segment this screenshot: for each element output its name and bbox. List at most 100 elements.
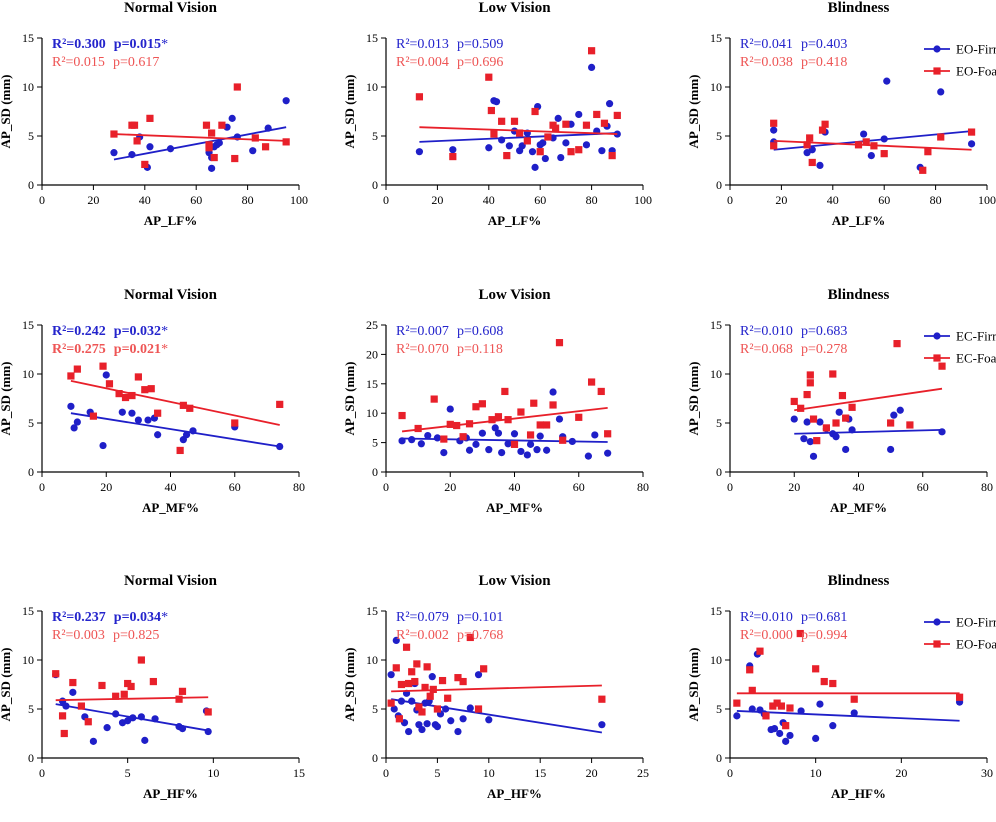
data-point: [803, 418, 811, 426]
data-point: [554, 114, 562, 122]
data-point: [490, 130, 498, 138]
data-point: [127, 682, 135, 691]
legend-label: EO-Foam: [956, 64, 996, 79]
x-tick-label: 10: [483, 766, 495, 780]
x-axis-label: AP_MF%: [142, 500, 199, 515]
data-point: [539, 139, 547, 147]
legend-entry: EC-Foam: [924, 351, 996, 366]
y-axis-label: AP_SD (mm): [342, 361, 357, 435]
data-point: [276, 400, 284, 408]
y-tick-label: 5: [716, 129, 722, 143]
x-tick-label: 80: [981, 480, 993, 494]
data-point: [433, 723, 441, 731]
x-axis-label: AP_HF%: [487, 786, 542, 801]
data-point: [790, 415, 798, 423]
data-point: [449, 146, 457, 154]
y-tick-label: 10: [22, 653, 34, 667]
data-point: [544, 133, 552, 141]
data-point: [604, 449, 612, 457]
data-point: [967, 128, 976, 136]
data-point: [838, 391, 847, 400]
data-point: [773, 699, 781, 707]
data-point: [146, 114, 154, 122]
data-point: [523, 451, 531, 459]
data-point: [112, 710, 120, 718]
data-point: [924, 148, 932, 156]
data-point: [130, 121, 139, 129]
data-point: [494, 413, 503, 421]
stat-annotation: R²=0.013 p=0.509: [396, 37, 503, 52]
data-point: [423, 663, 431, 671]
data-point: [70, 424, 78, 432]
data-point: [516, 129, 524, 137]
data-point: [498, 136, 506, 144]
data-point: [523, 137, 531, 145]
data-point: [860, 130, 868, 138]
data-point: [429, 685, 437, 693]
x-tick-label: 0: [727, 766, 733, 780]
data-point: [205, 141, 213, 149]
data-point: [141, 386, 149, 394]
data-point: [446, 405, 454, 413]
x-tick-label: 15: [534, 766, 546, 780]
data-point: [186, 404, 194, 412]
data-point: [231, 419, 239, 427]
data-point: [69, 688, 77, 696]
chart-panel: Blindness 0 10 20 30 0 5 10 15 AP_HF% AP_SD (mm) R²…: [686, 573, 996, 801]
data-point: [748, 705, 756, 713]
x-tick-label: 80: [637, 480, 649, 494]
x-tick-label: 40: [853, 480, 865, 494]
x-tick-label: 60: [917, 480, 929, 494]
data-point: [454, 727, 462, 736]
data-point: [208, 164, 216, 172]
data-point: [806, 134, 814, 142]
data-point: [498, 117, 506, 125]
data-point: [854, 141, 863, 149]
chart-panel: Blindness 0 20 40 60 80 100 0 5 10 15 AP_LF% AP_SD (…: [686, 0, 996, 228]
regression-line: [70, 412, 280, 448]
chart-title: Blindness: [828, 573, 890, 589]
series-eo-firm: [415, 63, 621, 171]
data-point: [67, 372, 75, 380]
data-point: [797, 404, 805, 412]
y-tick-label: 10: [710, 367, 722, 381]
stat-annotation: R²=0.079 p=0.101: [396, 610, 503, 625]
data-point: [770, 142, 778, 150]
data-point: [134, 373, 142, 381]
data-point: [418, 725, 426, 734]
data-point: [808, 158, 816, 167]
data-point: [796, 629, 804, 638]
data-point: [261, 143, 270, 151]
data-point: [84, 718, 92, 726]
data-point: [790, 397, 798, 406]
data-point: [204, 727, 212, 736]
data-point: [806, 371, 814, 379]
x-tick-label: 0: [383, 193, 389, 207]
y-tick-label: 10: [22, 367, 34, 381]
x-tick-label: 5: [434, 766, 440, 780]
data-point: [588, 63, 596, 71]
y-axis-label: AP_SD (mm): [0, 361, 13, 435]
x-tick-label: 10: [207, 766, 219, 780]
data-point: [478, 429, 486, 437]
data-point: [390, 705, 398, 713]
data-point: [505, 142, 513, 150]
series-eo-foam: [733, 629, 964, 730]
data-point: [58, 712, 67, 720]
series-ec-firm: [398, 388, 612, 460]
y-axis-label: AP_SD (mm): [0, 74, 13, 148]
data-point: [536, 421, 544, 429]
data-point: [465, 446, 474, 454]
data-point: [466, 633, 474, 642]
data-point: [233, 83, 241, 91]
y-tick-label: 15: [366, 377, 378, 391]
chart-title: Blindness: [828, 287, 890, 303]
data-point: [593, 110, 601, 119]
y-tick-label: 0: [716, 178, 722, 192]
data-point: [756, 647, 764, 655]
data-point: [428, 673, 436, 681]
y-tick-label: 15: [366, 31, 378, 45]
data-point: [870, 142, 878, 150]
y-tick-label: 10: [710, 653, 722, 667]
data-point: [842, 445, 850, 454]
